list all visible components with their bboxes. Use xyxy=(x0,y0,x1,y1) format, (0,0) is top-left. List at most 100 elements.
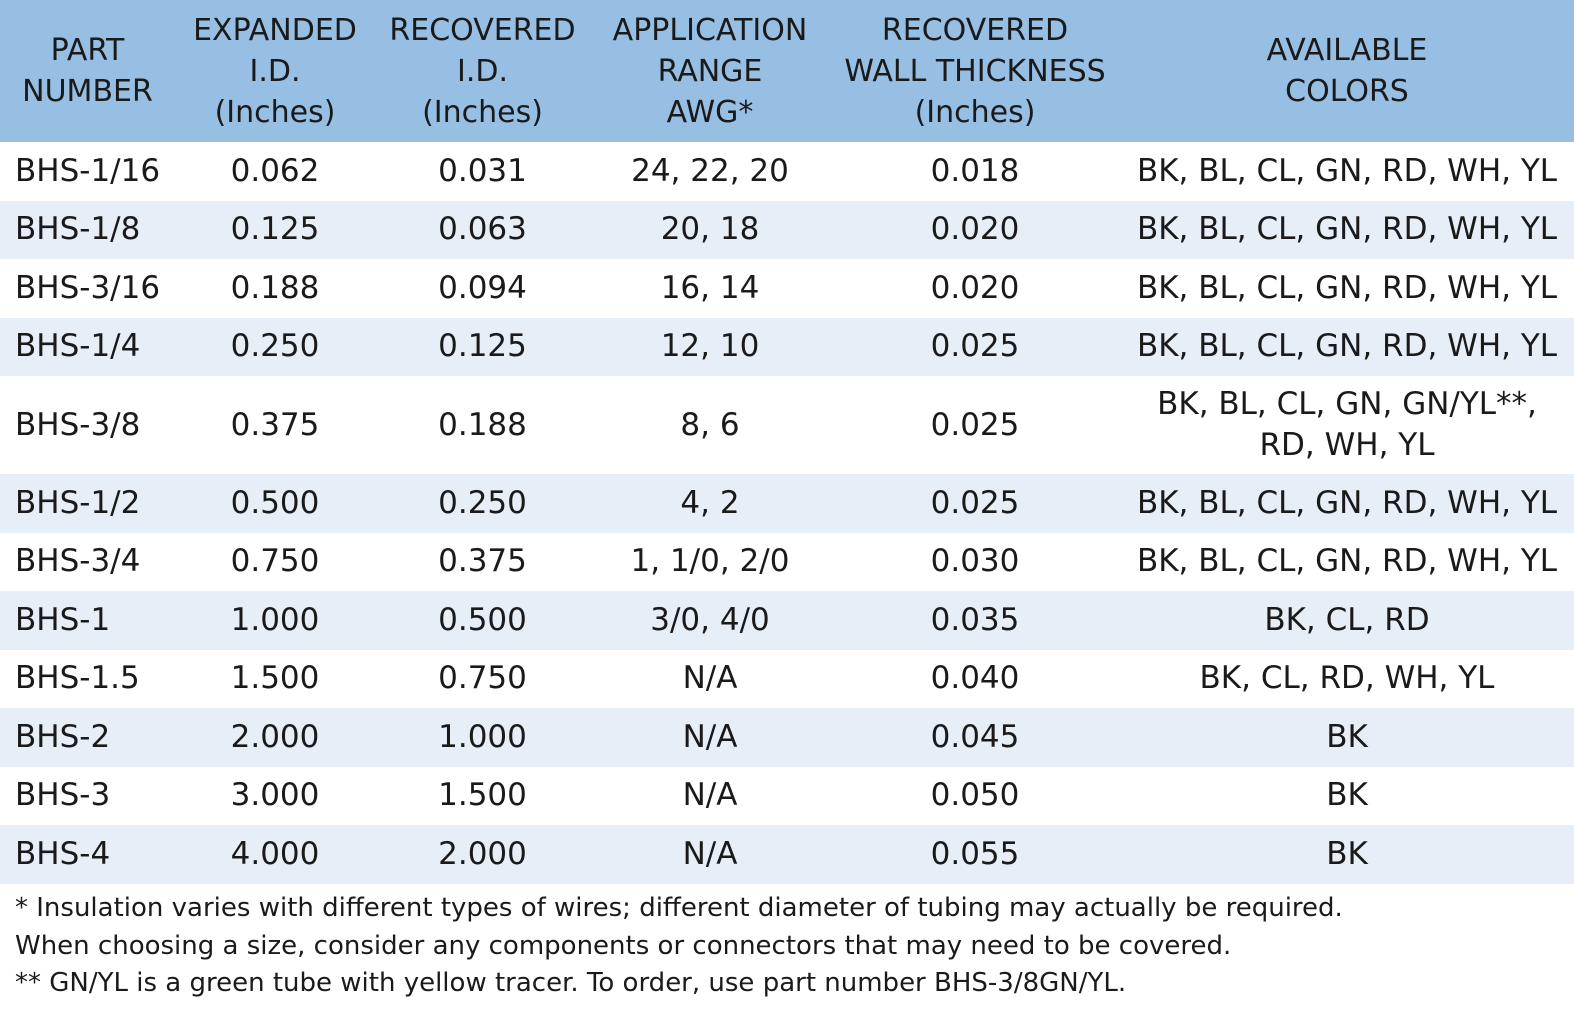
footnote-insulation: * Insulation varies with different types… xyxy=(15,893,1343,923)
recovered-id-cell: 0.500 xyxy=(375,591,590,650)
header-line: AWG* xyxy=(666,94,754,130)
awg-range-cell: 4, 2 xyxy=(590,474,830,533)
expanded-id-cell: 0.375 xyxy=(230,406,320,443)
recovered-id-cell: 0.750 xyxy=(438,660,527,697)
awg-range-cell: 16, 14 xyxy=(660,269,760,306)
footnote-components: When choosing a size, consider any compo… xyxy=(15,930,1232,961)
colors-cell: BK, BL, CL, GN, RD, WH, YL xyxy=(1120,317,1574,376)
table-row: BHS-2 2.000 1.000 N/A 0.045 BK xyxy=(0,708,1574,767)
recovered-id-cell: 0.125 xyxy=(375,317,590,376)
colors-cell: BK xyxy=(1120,825,1574,884)
awg-range-cell: N/A xyxy=(682,660,738,697)
part-number-cell: BHS-1/2 xyxy=(0,474,175,533)
header-line: (Inches) xyxy=(422,94,543,130)
header-line: I.D. xyxy=(249,53,301,89)
table-row: BHS-4 4.000 2.000 N/A 0.055 BK xyxy=(0,825,1574,884)
part-number-cell: BHS-1/8 xyxy=(0,200,175,259)
colors-cell: BK, CL, RD xyxy=(1120,591,1574,650)
colors-cell: BK, BL, CL, GN, RD, WH, YL xyxy=(1136,543,1558,580)
footnotes: * Insulation varies with different types… xyxy=(15,890,1343,1003)
part-number-cell: BHS-1/4 xyxy=(0,317,175,376)
colors-cell: BK xyxy=(1120,708,1574,767)
wall-thickness-cell: 0.025 xyxy=(830,317,1120,376)
part-number-cell: BHS-1/16 xyxy=(15,152,161,189)
recovered-id-cell: 0.031 xyxy=(438,152,527,189)
colors-cell: BK, BL, CL, GN, RD, WH, YL xyxy=(1120,474,1574,533)
part-number-cell: BHS-3/8 xyxy=(15,406,141,443)
header-line: RECOVERED xyxy=(881,12,1069,48)
colors-cell: BK, BL, CL, GN, GN/YL**, RD, WH, YL xyxy=(1120,376,1574,474)
part-number-cell: BHS-1.5 xyxy=(15,660,140,697)
expanded-id-cell: 1.000 xyxy=(175,591,375,650)
header-part-number: PART NUMBER xyxy=(0,0,175,142)
colors-cell: BK, BL, CL, GN, RD, WH, YL xyxy=(1120,200,1574,259)
header-line: APPLICATION xyxy=(612,12,808,48)
table-row: BHS-1/2 0.500 0.250 4, 2 0.025 BK, BL, C… xyxy=(0,474,1574,533)
expanded-id-cell: 2.000 xyxy=(175,708,375,767)
recovered-id-cell: 0.250 xyxy=(375,474,590,533)
header-line: RANGE xyxy=(657,53,763,89)
wall-thickness-cell: 0.055 xyxy=(830,825,1120,884)
part-number-cell: BHS-3 xyxy=(15,777,111,814)
expanded-id-cell: 3.000 xyxy=(230,777,320,814)
wall-thickness-cell: 0.025 xyxy=(830,474,1120,533)
part-number-cell: BHS-4 xyxy=(0,825,175,884)
expanded-id-cell: 0.062 xyxy=(230,152,320,189)
header-line: I.D. xyxy=(456,53,509,89)
wall-thickness-cell: 0.020 xyxy=(930,269,1020,306)
recovered-id-cell: 1.500 xyxy=(438,777,527,814)
colors-cell: BK, CL, RD, WH, YL xyxy=(1199,660,1495,697)
wall-thickness-cell: 0.035 xyxy=(830,591,1120,650)
header-available-colors: AVAILABLE COLORS xyxy=(1120,0,1574,142)
part-number-cell: BHS-3/4 xyxy=(15,543,141,580)
awg-range-cell: N/A xyxy=(682,777,738,814)
recovered-id-cell: 0.375 xyxy=(438,543,527,580)
header-expanded-id: EXPANDED I.D. (Inches) xyxy=(175,0,375,142)
part-number-cell: BHS-2 xyxy=(0,708,175,767)
table-row: BHS-1/8 0.125 0.063 20, 18 0.020 BK, BL,… xyxy=(0,200,1574,259)
header-line: WALL THICKNESS xyxy=(844,53,1106,89)
part-number-cell: BHS-1 xyxy=(0,591,175,650)
table-row: BHS-3/8 0.375 0.188 8, 6 0.025 BK, BL, C… xyxy=(0,376,1574,474)
colors-line: RD, WH, YL xyxy=(1259,427,1435,463)
awg-range-cell: 3/0, 4/0 xyxy=(590,591,830,650)
header-line: AVAILABLE xyxy=(1266,33,1428,68)
awg-range-cell: N/A xyxy=(590,708,830,767)
awg-range-cell: 12, 10 xyxy=(590,317,830,376)
expanded-id-cell: 0.250 xyxy=(175,317,375,376)
table-row: BHS-3 3.000 1.500 N/A 0.050 BK xyxy=(0,767,1574,826)
colors-cell: BK xyxy=(1326,777,1368,814)
table-row: BHS-1/16 0.062 0.031 24, 22, 20 0.018 BK… xyxy=(0,142,1574,201)
header-line: (Inches) xyxy=(214,94,336,130)
colors-line: BK, BL, CL, GN, GN/YL**, xyxy=(1157,386,1537,422)
table-row: BHS-1.5 1.500 0.750 N/A 0.040 BK, CL, RD… xyxy=(0,650,1574,709)
recovered-id-cell: 0.094 xyxy=(438,269,527,306)
colors-cell: BK, BL, CL, GN, RD, WH, YL xyxy=(1136,269,1558,306)
awg-range-cell: 20, 18 xyxy=(590,200,830,259)
wall-thickness-cell: 0.040 xyxy=(930,660,1020,697)
table-row: BHS-3/4 0.750 0.375 1, 1/0, 2/0 0.030 BK… xyxy=(0,533,1574,592)
recovered-id-cell: 0.188 xyxy=(438,406,527,443)
wall-thickness-cell: 0.030 xyxy=(930,543,1020,580)
footnote-gn-yl: ** GN/YL is a green tube with yellow tra… xyxy=(15,968,1127,998)
part-number-cell: BHS-3/16 xyxy=(15,269,161,306)
wall-thickness-cell: 0.050 xyxy=(930,777,1020,814)
expanded-id-cell: 0.500 xyxy=(175,474,375,533)
header-line: COLORS xyxy=(1285,74,1409,109)
awg-range-cell: 24, 22, 20 xyxy=(631,152,789,189)
header-line: NUMBER xyxy=(22,74,153,109)
expanded-id-cell: 0.125 xyxy=(175,200,375,259)
expanded-id-cell: 0.750 xyxy=(230,543,320,580)
expanded-id-cell: 0.188 xyxy=(230,269,320,306)
table-row: BHS-3/16 0.188 0.094 16, 14 0.020 BK, BL… xyxy=(0,259,1574,318)
recovered-id-cell: 1.000 xyxy=(375,708,590,767)
header-row: PART NUMBER EXPANDED I.D. (Inches) RECOV… xyxy=(0,0,1574,142)
wall-thickness-cell: 0.018 xyxy=(930,152,1020,189)
header-recovered-id: RECOVERED I.D. (Inches) xyxy=(375,0,590,142)
awg-range-cell: 1, 1/0, 2/0 xyxy=(630,543,790,580)
header-line: PART xyxy=(50,33,125,68)
spec-table: PART NUMBER EXPANDED I.D. (Inches) RECOV… xyxy=(0,0,1574,884)
awg-range-cell: 8, 6 xyxy=(680,406,740,443)
header-application-range: APPLICATION RANGE AWG* xyxy=(590,0,830,142)
header-line: EXPANDED xyxy=(193,12,357,48)
